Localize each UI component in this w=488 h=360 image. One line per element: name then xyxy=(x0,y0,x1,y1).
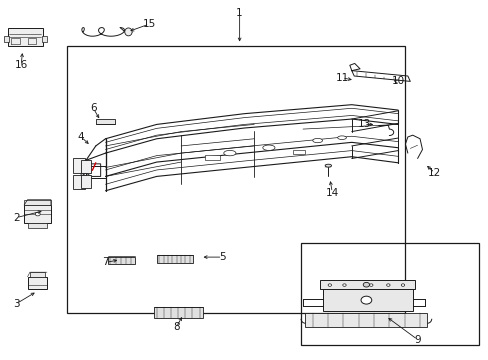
Ellipse shape xyxy=(363,282,369,287)
Text: 12: 12 xyxy=(427,168,440,178)
Ellipse shape xyxy=(35,212,40,216)
Ellipse shape xyxy=(325,164,331,167)
Bar xyxy=(73,158,85,173)
Text: 16: 16 xyxy=(15,60,28,70)
Bar xyxy=(4,36,9,42)
Bar xyxy=(24,200,51,205)
Ellipse shape xyxy=(386,284,389,286)
Ellipse shape xyxy=(369,284,372,286)
Bar xyxy=(27,277,47,289)
Ellipse shape xyxy=(124,28,132,36)
Bar xyxy=(73,175,85,189)
Bar xyxy=(24,205,51,223)
Text: 7: 7 xyxy=(102,257,109,267)
Bar xyxy=(154,307,203,318)
Text: 11: 11 xyxy=(335,73,348,83)
Bar xyxy=(81,160,91,173)
Text: 3: 3 xyxy=(13,299,20,309)
Ellipse shape xyxy=(401,284,404,286)
Text: 14: 14 xyxy=(325,188,338,198)
Bar xyxy=(66,45,405,313)
Text: 5: 5 xyxy=(219,252,225,262)
Text: 9: 9 xyxy=(413,334,420,345)
Ellipse shape xyxy=(337,136,346,139)
Text: 10: 10 xyxy=(391,76,404,86)
Ellipse shape xyxy=(327,284,331,286)
Bar xyxy=(96,120,115,124)
Text: 15: 15 xyxy=(142,19,156,29)
Bar xyxy=(42,36,47,42)
Bar xyxy=(108,257,135,264)
Ellipse shape xyxy=(312,138,322,143)
Bar xyxy=(305,313,427,327)
Bar xyxy=(205,155,220,160)
Bar xyxy=(27,223,47,228)
Bar xyxy=(81,175,91,188)
Bar xyxy=(30,272,44,277)
Ellipse shape xyxy=(262,145,274,150)
Bar xyxy=(157,255,193,263)
Text: 1: 1 xyxy=(236,8,243,18)
Text: 13: 13 xyxy=(357,120,370,129)
Bar xyxy=(322,289,412,311)
Bar xyxy=(8,28,43,46)
Text: 2: 2 xyxy=(13,213,20,222)
Ellipse shape xyxy=(360,296,371,304)
Bar xyxy=(320,280,414,289)
Text: 8: 8 xyxy=(173,322,179,332)
Text: 6: 6 xyxy=(90,103,97,113)
Bar xyxy=(293,150,305,154)
Ellipse shape xyxy=(342,284,346,286)
Text: 4: 4 xyxy=(78,132,84,142)
Ellipse shape xyxy=(224,150,236,156)
Bar xyxy=(300,243,478,345)
